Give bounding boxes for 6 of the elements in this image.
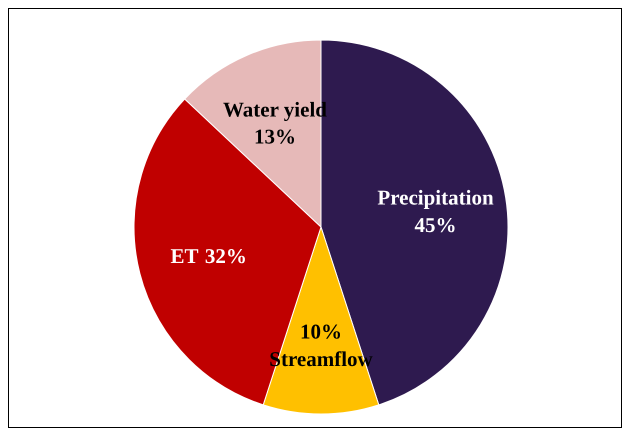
data-label: 45%: [414, 212, 457, 237]
data-label: 13%: [254, 124, 296, 149]
data-label: 32%: [204, 244, 247, 268]
data-label: 10%: [300, 320, 342, 344]
slice-label: Precipitation: [377, 186, 494, 210]
slice-label: ET: [170, 244, 199, 268]
